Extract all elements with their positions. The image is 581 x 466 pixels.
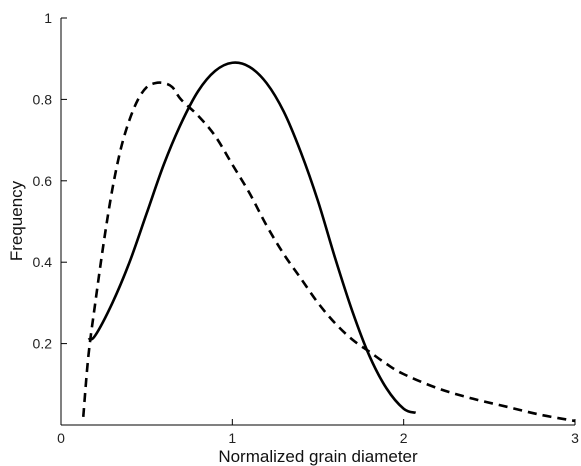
plot-area: 0 1 2 3 0.2 0.4 0.6 0.8 1 [33, 10, 580, 446]
y-tick-label: 0.6 [33, 173, 53, 189]
x-tick-label: 1 [228, 430, 236, 446]
y-ticks: 0.2 0.4 0.6 0.8 1 [33, 10, 67, 352]
y-tick-label: 0.8 [33, 91, 53, 107]
x-tick-label: 3 [571, 430, 579, 446]
y-axis-label: Frequency [7, 180, 26, 261]
x-axis-label: Normalized grain diameter [218, 447, 418, 466]
series-line-dashed [81, 81, 576, 423]
series-line-solid [87, 61, 417, 415]
y-tick-label: 0.2 [33, 336, 53, 352]
x-ticks: 0 1 2 3 [57, 419, 579, 446]
y-tick-label: 1 [44, 10, 52, 26]
x-tick-label: 0 [57, 430, 65, 446]
y-tick-label: 0.4 [33, 254, 53, 270]
x-tick-label: 2 [400, 430, 408, 446]
series-layer [81, 61, 576, 423]
